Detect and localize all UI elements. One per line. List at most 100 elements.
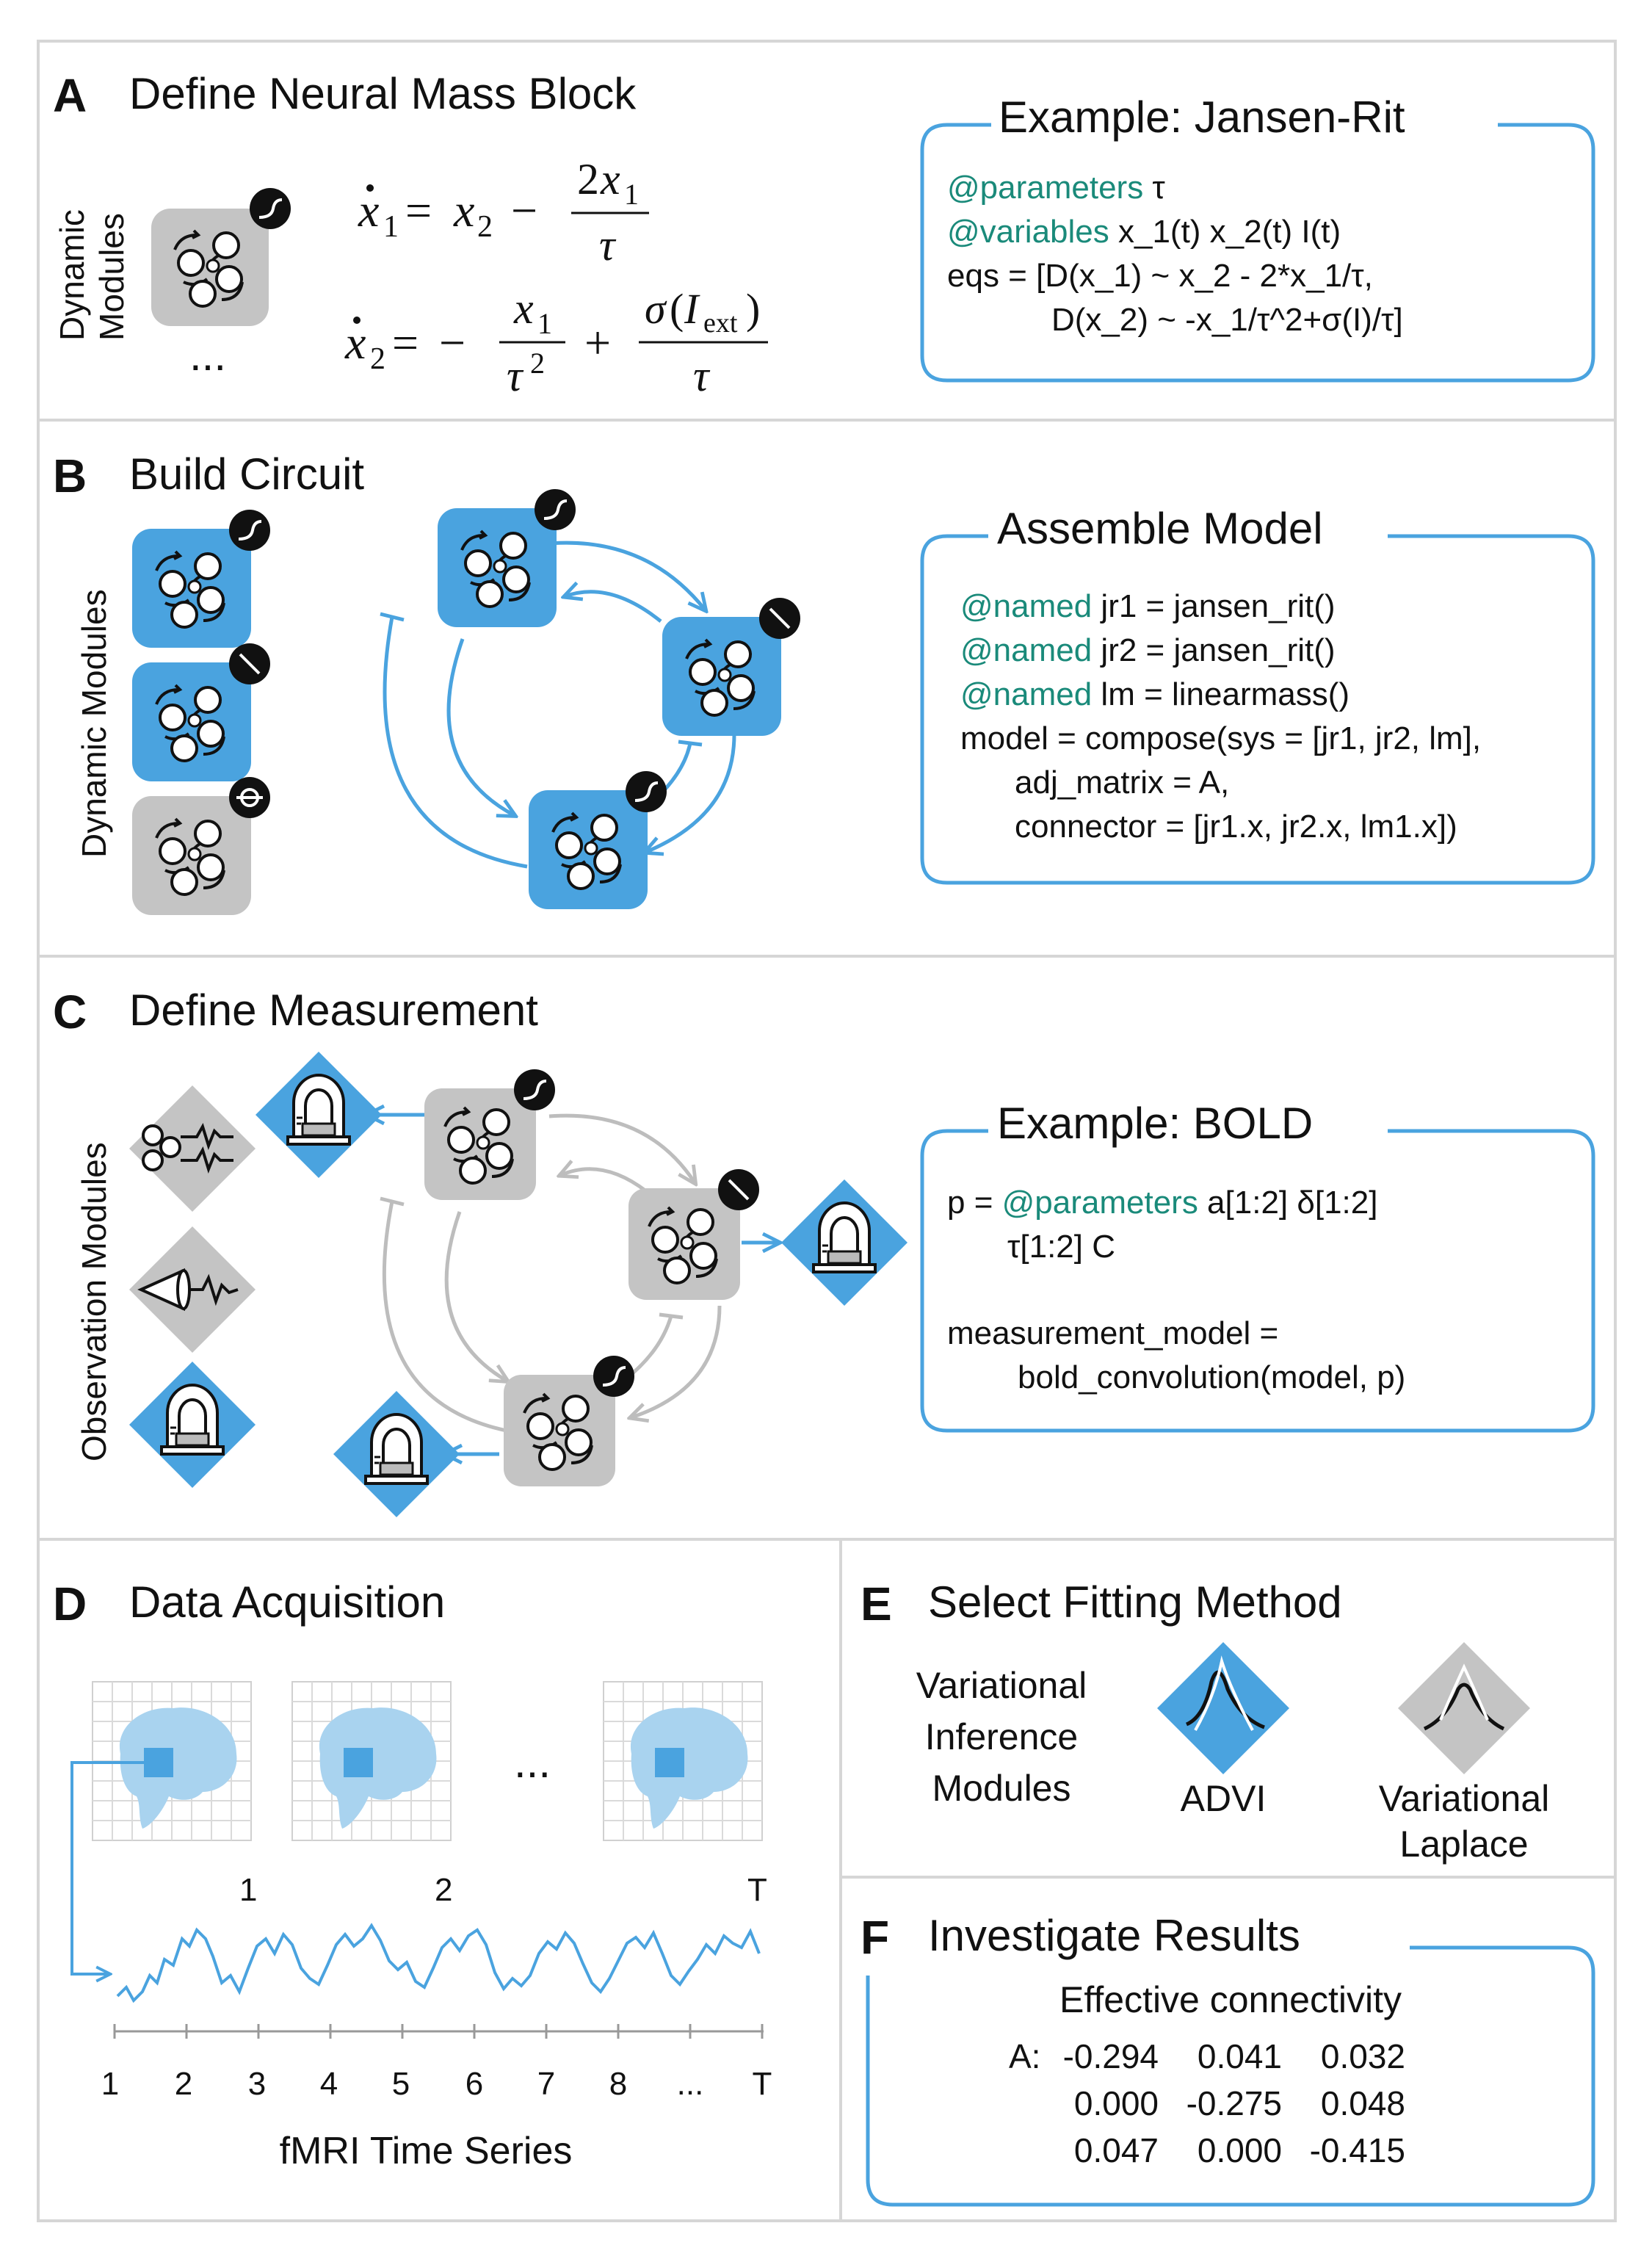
tick-label: 2 <box>175 2066 192 2102</box>
code-a-line-1: @parameters τ <box>947 170 1165 206</box>
svg-text:+: + <box>584 317 611 369</box>
panel-letter-d: D <box>53 1577 87 1630</box>
svg-text:=: = <box>405 184 432 236</box>
svg-text:(: ( <box>670 285 684 333</box>
tick-label: ... <box>677 2066 704 2102</box>
matrix-label: A: <box>1009 2037 1040 2075</box>
linear-icon <box>758 596 802 640</box>
panel-c-title: Define Measurement <box>129 986 538 1035</box>
svg-text:τ: τ <box>507 352 524 400</box>
svg-text:1: 1 <box>537 307 552 340</box>
matrix-cell: -0.275 <box>1187 2084 1282 2122</box>
svg-text:x: x <box>600 155 620 203</box>
code-a-line-3: eqs = [D(x_1) ~ x_2 - 2*x_1/τ, <box>947 258 1373 294</box>
code-box-a-title: Example: Jansen-Rit <box>999 93 1405 142</box>
electrophysiology-icon <box>142 1122 233 1174</box>
code-box-assemble: Assemble Model @named jr1 = jansen_rit()… <box>920 504 1595 885</box>
circuit <box>380 488 802 909</box>
measured-circuit <box>256 1052 907 1517</box>
code-a-line-4: D(x_2) ~ -x_1/τ^2+σ(I)/τ] <box>1051 302 1403 338</box>
tick-label: 1 <box>101 2066 119 2102</box>
code-c-line-4: bold_convolution(model, p) <box>1018 1359 1405 1395</box>
frames-ellipsis: ... <box>514 1738 551 1787</box>
sigmoid-icon <box>592 1354 636 1398</box>
matrix-cell: 0.048 <box>1321 2084 1405 2122</box>
sigmoid-icon <box>248 187 292 231</box>
panel-e-title: Select Fitting Method <box>928 1577 1342 1627</box>
svg-text:x: x <box>358 184 379 236</box>
code-c-line-2: τ[1:2] C <box>1007 1229 1115 1265</box>
jansen-rit-equations: x 1 = x 2 − 2 x 1 τ x 2 = − x 1 τ 2 + σ … <box>344 155 768 400</box>
panel-e: E Select Fitting Method Variational Infe… <box>861 1577 1549 1865</box>
panel-d-title: Data Acquisition <box>129 1577 445 1627</box>
panel-letter-e: E <box>861 1577 892 1630</box>
panel-c-side-label: Observation Modules <box>75 1142 113 1461</box>
sigmoid-icon <box>624 770 668 814</box>
matrix-cell: 0.047 <box>1074 2131 1159 2169</box>
frame-label-1: 1 <box>239 1872 257 1908</box>
panel-d: D Data Acquisition ... 1 2 T 1 2 3 4 5 6 <box>53 1577 772 2172</box>
code-b-line-4: model = compose(sys = [jr1, jr2, lm], <box>960 720 1481 756</box>
code-b-line-3: @named lm = linearmass() <box>960 676 1350 712</box>
matrix-cell: 0.000 <box>1198 2131 1282 2169</box>
code-c-line-3: measurement_model = <box>947 1315 1278 1351</box>
sigmoid-icon <box>228 508 272 552</box>
modules-label-1: Variational <box>916 1665 1087 1706</box>
linear-icon <box>717 1168 761 1212</box>
code-box-jansen-rit: Example: Jansen-Rit @parameters τ @varia… <box>920 93 1595 383</box>
code-b-line-1: @named jr1 = jansen_rit() <box>960 588 1336 624</box>
panel-f: F Investigate Results Effective connecti… <box>861 1911 1595 2207</box>
code-box-bold: Example: BOLD p = @parameters a[1:2] δ[1… <box>920 1099 1595 1433</box>
svg-text:2: 2 <box>477 210 493 244</box>
panel-a-title: Define Neural Mass Block <box>129 69 637 118</box>
svg-text:−: − <box>511 184 537 236</box>
svg-text:1: 1 <box>383 210 399 244</box>
linear-icon <box>228 642 272 686</box>
panel-a: A Define Neural Mass Block Dynamic Modul… <box>53 69 1595 400</box>
panel-b-side-label: Dynamic Modules <box>75 589 113 858</box>
panel-a-side-label-1: Dynamic <box>53 209 91 341</box>
svg-text:2: 2 <box>577 155 599 203</box>
svg-text:): ) <box>746 285 760 333</box>
panel-letter-c: C <box>53 986 87 1038</box>
code-a-line-2: @variables x_1(t) x_2(t) I(t) <box>947 214 1341 250</box>
panel-a-side-label-2: Modules <box>93 213 131 341</box>
svg-text:x: x <box>513 284 534 333</box>
panel-letter-a: A <box>53 69 87 122</box>
axis-label: fMRI Time Series <box>280 2130 573 2172</box>
matrix-cell: -0.415 <box>1310 2131 1405 2169</box>
tick-label: T <box>753 2066 772 2102</box>
svg-text:=: = <box>392 317 419 369</box>
svg-text:ext: ext <box>703 308 738 339</box>
panel-letter-f: F <box>861 1911 889 1964</box>
panel-a-ellipsis: ... <box>189 330 226 380</box>
svg-text:x: x <box>344 317 366 369</box>
laplace-module: Variational Laplace <box>1379 1642 1549 1865</box>
panel-f-title: Investigate Results <box>928 1911 1300 1960</box>
fmri-trace <box>116 1923 761 2003</box>
panel-c: C Define Measurement Observation Modules <box>53 986 1595 1517</box>
sigmoid-icon <box>512 1068 557 1112</box>
tick-label: 6 <box>465 2066 483 2102</box>
method-advi: ADVI <box>1181 1778 1267 1819</box>
frame-label-t: T <box>747 1872 767 1908</box>
axis-ticks <box>113 2024 764 2039</box>
svg-text:2: 2 <box>530 347 545 380</box>
panel-b-title: Build Circuit <box>129 449 364 499</box>
brain-frame-t <box>603 1681 763 1841</box>
svg-text:2: 2 <box>370 342 385 376</box>
panel-borders <box>37 40 1617 2222</box>
advi-module: ADVI <box>1157 1642 1289 1819</box>
code-box-c-title: Example: BOLD <box>997 1099 1313 1148</box>
code-box-b-title: Assemble Model <box>997 504 1323 553</box>
svg-text:−: − <box>439 317 465 369</box>
panel-b: B Build Circuit Dynamic Modules <box>53 449 1595 915</box>
matrix-cell: 0.041 <box>1198 2037 1282 2075</box>
phase-icon <box>228 776 272 820</box>
modules-label-2: Inference <box>925 1716 1078 1757</box>
results-subtitle: Effective connectivity <box>1059 1979 1402 2020</box>
matrix-cell: 0.000 <box>1074 2084 1159 2122</box>
frame-label-2: 2 <box>435 1872 452 1908</box>
neural-mass-block <box>151 187 292 326</box>
